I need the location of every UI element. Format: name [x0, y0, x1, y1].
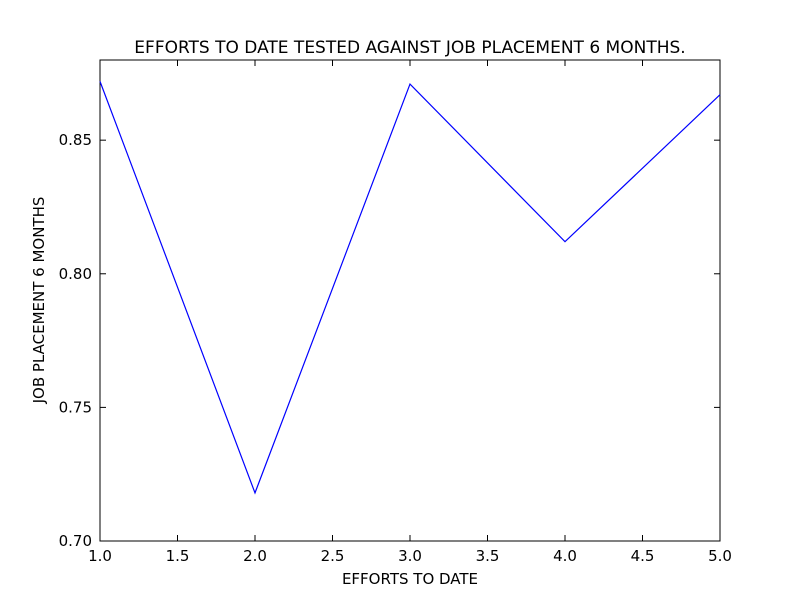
x-tick-label: 4.5 — [631, 547, 655, 565]
y-axis-ticks: 0.70 0.75 0.80 0.85 — [59, 131, 720, 550]
y-tick-label: 0.80 — [59, 265, 92, 283]
y-axis-label: JOB PLACEMENT 6 MONTHS — [30, 197, 48, 405]
x-tick-label: 1.0 — [88, 547, 112, 565]
plot-area — [99, 59, 721, 542]
x-tick-label: 4.0 — [553, 547, 577, 565]
x-axis-label: EFFORTS TO DATE — [342, 570, 478, 588]
chart-title: EFFORTS TO DATE TESTED AGAINST JOB PLACE… — [134, 38, 685, 58]
y-tick-label: 0.70 — [59, 532, 92, 550]
x-tick-label: 3.5 — [476, 547, 500, 565]
y-tick-label: 0.75 — [59, 398, 92, 416]
x-tick-label: 3.0 — [398, 547, 422, 565]
x-tick-label: 1.5 — [166, 547, 190, 565]
series-line — [99, 81, 721, 495]
x-tick-label: 2.5 — [321, 547, 345, 565]
x-axis-ticks: 1.0 1.5 2.0 2.5 3.0 3.5 4.0 4.5 5.0 — [88, 60, 732, 565]
y-tick-label: 0.85 — [59, 131, 92, 149]
series-layer — [99, 81, 721, 495]
x-tick-label: 2.0 — [243, 547, 267, 565]
x-tick-label: 5.0 — [708, 547, 732, 565]
